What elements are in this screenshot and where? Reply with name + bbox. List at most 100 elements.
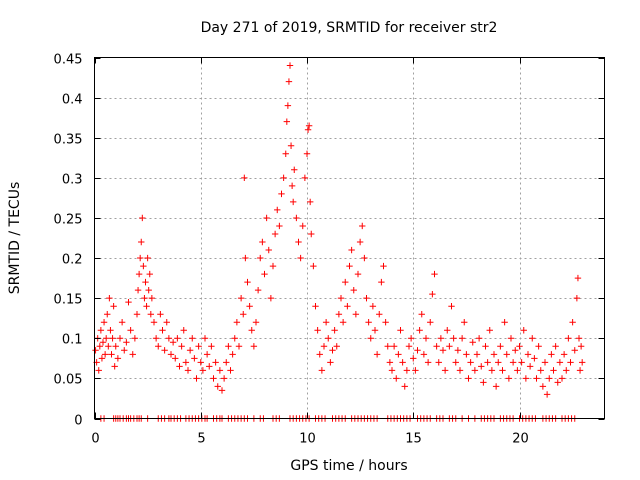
data-point (424, 359, 432, 366)
data-point (480, 379, 487, 386)
data-point (127, 327, 134, 334)
y-tick-label: 0.2 (62, 253, 83, 268)
data-point (350, 286, 357, 294)
data-point (401, 383, 408, 390)
data-point (193, 375, 200, 382)
data-point (99, 339, 107, 346)
data-point (285, 78, 293, 85)
data-point (244, 278, 251, 286)
data-point (441, 367, 449, 374)
data-point (121, 347, 128, 354)
data-point (286, 62, 294, 69)
x-tick-label: 15 (405, 432, 422, 447)
data-point (195, 343, 202, 350)
data-point (376, 311, 383, 318)
data-point (233, 319, 241, 326)
data-point (563, 367, 570, 374)
data-point (320, 343, 328, 350)
data-point (227, 367, 234, 374)
y-tick-label: 0.4 (62, 93, 83, 108)
data-point (543, 391, 551, 398)
data-point (301, 174, 309, 182)
data-point (278, 190, 285, 198)
data-point (327, 359, 334, 366)
data-point (125, 298, 132, 306)
data-point (163, 319, 170, 326)
data-point (359, 222, 366, 230)
data-point (218, 387, 226, 394)
data-point (310, 262, 317, 270)
data-point (235, 343, 243, 350)
data-point (146, 270, 153, 278)
data-point (140, 262, 147, 270)
data-point (242, 254, 249, 262)
data-point (155, 343, 162, 350)
data-point (395, 351, 402, 358)
data-point (420, 351, 428, 358)
data-point (501, 319, 508, 326)
data-point (509, 359, 517, 366)
data-point (157, 311, 164, 318)
data-point (344, 302, 351, 310)
data-point (295, 238, 302, 246)
data-point (214, 383, 221, 390)
data-point (399, 359, 406, 366)
data-point (109, 335, 116, 342)
data-point (537, 367, 544, 374)
data-point (144, 254, 151, 262)
data-point (216, 367, 224, 374)
data-point (150, 319, 158, 326)
data-point (305, 122, 313, 129)
data-point (390, 343, 398, 350)
data-point (414, 347, 421, 354)
data-point (565, 335, 572, 342)
data-point (335, 311, 343, 318)
data-point (123, 339, 130, 346)
data-point (197, 359, 204, 366)
data-point (325, 335, 332, 342)
data-point (282, 150, 289, 157)
data-point (465, 375, 472, 382)
data-point (263, 214, 270, 222)
data-point (490, 351, 498, 358)
data-point (145, 286, 152, 294)
data-point (299, 222, 306, 230)
data-point (304, 126, 312, 133)
data-point (365, 319, 372, 326)
data-point (97, 327, 105, 334)
data-point (533, 375, 540, 382)
data-point (291, 166, 298, 174)
data-point (550, 367, 557, 374)
data-point (482, 343, 489, 350)
data-point (512, 347, 519, 354)
data-point (567, 359, 574, 366)
data-point (507, 335, 515, 342)
data-point (297, 254, 304, 262)
data-point (558, 375, 566, 382)
data-point (454, 347, 462, 354)
data-point (134, 286, 142, 294)
data-point (556, 359, 564, 366)
data-point (322, 319, 330, 326)
data-point (108, 351, 115, 358)
data-point (352, 311, 360, 318)
data-point (148, 294, 156, 302)
data-point (458, 335, 466, 342)
data-point (100, 319, 108, 326)
data-point (316, 351, 323, 358)
data-point (184, 367, 192, 374)
data-point (110, 302, 117, 310)
data-point (407, 335, 415, 342)
data-point (136, 254, 144, 262)
data-point (176, 363, 183, 370)
data-point (138, 238, 145, 246)
data-point (274, 206, 281, 214)
data-point (314, 327, 321, 334)
data-point (250, 343, 258, 350)
data-point (444, 327, 451, 334)
data-point (303, 150, 311, 157)
data-point (431, 270, 438, 278)
data-point (241, 174, 248, 182)
data-point (106, 294, 113, 302)
